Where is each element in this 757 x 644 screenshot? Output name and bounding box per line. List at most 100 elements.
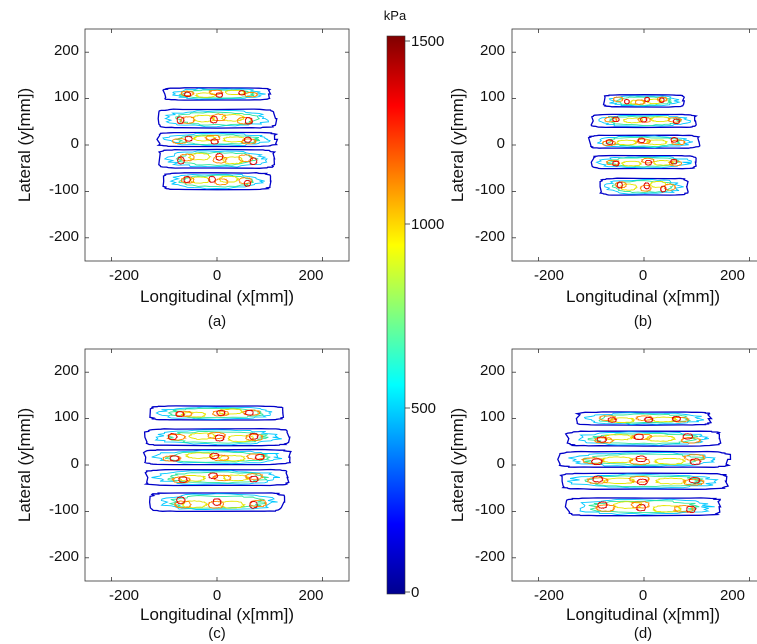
contour-line (157, 108, 278, 129)
y-tick-label: -200 (49, 548, 79, 565)
contour-line (615, 181, 628, 189)
y-axis-label-b: Lateral (y[mm]) (448, 88, 467, 202)
y-tick-labels-a: 200 100 0 -100 -200 (49, 42, 79, 245)
x-tick-label: 200 (298, 587, 323, 604)
contour-line (658, 97, 665, 103)
contour-line (639, 184, 652, 192)
contour-line (616, 181, 624, 189)
contour-line (577, 431, 710, 446)
contour-line (187, 152, 212, 161)
contour-line (222, 474, 250, 482)
contour-line (644, 159, 653, 166)
tick-marks-b (512, 29, 750, 261)
x-tick-label: 0 (639, 587, 647, 604)
y-tick-label: -200 (475, 548, 505, 565)
panel-c: -200 0 200 200 100 0 -100 -200 Longitudi… (15, 348, 350, 642)
x-tick-label: 200 (720, 587, 745, 604)
contour-line (688, 476, 701, 484)
contour-line (670, 137, 679, 143)
contour-line (606, 156, 682, 168)
contour-line (583, 412, 705, 425)
contour-line (167, 432, 178, 441)
x-axis-label-a: Longitudinal (x[mm]) (140, 287, 294, 306)
contour-line (637, 117, 652, 123)
contour-line (579, 498, 715, 515)
contour-line (628, 475, 651, 483)
contour-line (623, 117, 644, 124)
contour-line (154, 429, 282, 446)
y-tick-label: 100 (54, 88, 79, 105)
contour-line (180, 411, 207, 418)
contour-line (670, 139, 686, 146)
contour-line (608, 95, 681, 107)
contour-line (631, 433, 653, 440)
contour-line (634, 99, 647, 105)
colorbar-tick-label: 0 (411, 584, 419, 601)
contour-line (175, 411, 186, 418)
contour-line (249, 157, 258, 166)
y-axis-label-c: Lateral (y[mm]) (15, 408, 34, 522)
x-tick-label: 200 (720, 267, 745, 284)
contour-line (143, 468, 290, 487)
contour-line (162, 172, 272, 191)
contour-line (164, 451, 271, 463)
y-tick-label: 0 (71, 455, 79, 472)
contour-line (249, 475, 259, 483)
contour-line (644, 435, 677, 442)
y-tick-label: 200 (54, 42, 79, 59)
y-tick-label: 0 (497, 455, 505, 472)
contour-line (164, 109, 270, 128)
contour-line (597, 135, 693, 149)
contour-line (167, 407, 264, 419)
contour-line (243, 179, 252, 187)
y-tick-label: 200 (54, 362, 79, 379)
contour-line (178, 474, 207, 482)
contour-line (209, 452, 220, 460)
contour-line (636, 478, 649, 486)
contour-line (557, 450, 732, 468)
contour-line (685, 505, 697, 514)
contour-line (669, 158, 678, 165)
contour-line (168, 495, 267, 509)
contour-layer-a (156, 87, 279, 191)
contour-line (218, 408, 244, 415)
contour-line (635, 138, 651, 145)
contour-line (590, 113, 698, 129)
y-tick-label: -200 (49, 228, 79, 245)
y-tick-label: -100 (475, 181, 505, 198)
x-axis-label-d: Longitudinal (x[mm]) (566, 605, 720, 624)
contour-line (208, 89, 224, 96)
x-tick-label: 0 (213, 587, 221, 604)
contour-line (635, 503, 647, 512)
x-tick-labels-a: -200 0 200 (109, 267, 324, 284)
contour-line (254, 453, 265, 461)
x-tick-label: -200 (534, 267, 564, 284)
contour-line (243, 136, 252, 143)
y-tick-label: -100 (49, 181, 79, 198)
contour-line (179, 153, 195, 162)
contour-line (681, 454, 706, 461)
contour-line (176, 116, 185, 125)
x-axis-label-b: Longitudinal (x[mm]) (566, 287, 720, 306)
contour-line (244, 409, 254, 416)
contour-line (564, 497, 722, 517)
contour-line (212, 155, 228, 164)
x-tick-label: -200 (109, 267, 139, 284)
contour-line (591, 475, 604, 483)
contour-line (151, 470, 281, 485)
contour-line (633, 433, 645, 441)
contour-line (605, 139, 614, 145)
contour-line (248, 432, 259, 440)
contour-line (650, 116, 671, 123)
contour-line (244, 433, 264, 442)
contour-line (156, 131, 279, 148)
contour-line (602, 477, 635, 485)
contour-line (163, 150, 268, 168)
contour-line (214, 434, 225, 442)
contour-layer-b (587, 94, 701, 196)
contour-line (217, 454, 246, 462)
contour-line (167, 471, 269, 484)
y-tick-label: 100 (54, 408, 79, 425)
contour-line (180, 90, 195, 97)
contour-line (605, 159, 621, 166)
